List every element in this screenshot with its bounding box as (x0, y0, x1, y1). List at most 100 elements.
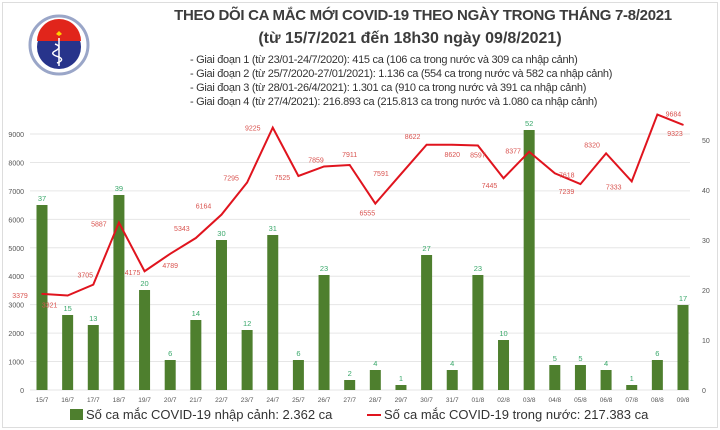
x-tick-label: 31/7 (446, 397, 459, 404)
line-point (656, 113, 659, 116)
line-value-label: 6164 (196, 204, 212, 211)
x-tick-label: 04/8 (548, 397, 561, 404)
left-tick-label: 7000 (8, 189, 24, 196)
bar-value-label: 31 (269, 224, 277, 233)
bar (62, 315, 74, 390)
bar-value-label: 14 (192, 309, 200, 318)
line-value-label: 8597 (470, 152, 486, 159)
line-value-label: 7859 (308, 157, 324, 164)
line-value-label: 8377 (505, 149, 521, 156)
bar-value-label: 23 (474, 264, 482, 273)
bar-value-label: 1 (630, 374, 634, 383)
bar-value-label: 39 (115, 184, 123, 193)
x-tick-label: 08/8 (651, 397, 664, 404)
bar (549, 365, 561, 390)
bar (395, 385, 407, 390)
bar (626, 385, 638, 390)
right-tick-label: 10 (702, 338, 710, 345)
line-value-label: 8622 (405, 134, 421, 141)
bar (600, 370, 612, 390)
bar (113, 195, 125, 390)
bar (523, 130, 535, 390)
line-point (169, 252, 171, 255)
bar-value-label: 4 (604, 359, 608, 368)
legend-label-domestic: Số ca mắc COVID-19 trong nước: 217.383 c… (384, 407, 649, 422)
line-point (66, 294, 69, 297)
left-tick-label: 3000 (8, 303, 24, 310)
bar-value-label: 20 (140, 279, 148, 288)
left-tick-label: 4000 (8, 274, 24, 281)
bar (190, 320, 202, 390)
line-point (143, 270, 146, 273)
line-point (630, 180, 633, 183)
bar (651, 360, 663, 390)
line-point (425, 143, 428, 146)
line-point (451, 144, 454, 146)
right-tick-label: 40 (702, 188, 710, 195)
bar (241, 330, 253, 390)
bar-value-label: 52 (525, 119, 533, 128)
line-value-label: 9323 (667, 131, 683, 138)
bar-value-label: 10 (499, 329, 507, 338)
x-tick-label: 23/7 (241, 397, 254, 404)
bar (677, 305, 689, 390)
right-tick-label: 20 (702, 288, 710, 295)
bar (318, 275, 330, 390)
x-tick-label: 25/7 (292, 397, 305, 404)
line-value-label: 7618 (559, 172, 575, 179)
bar-value-label: 17 (679, 294, 687, 303)
x-tick-label: 21/7 (190, 397, 203, 404)
x-tick-label: 03/8 (523, 397, 536, 404)
line-point (246, 181, 248, 184)
bar-value-label: 27 (422, 244, 430, 253)
line-point (271, 126, 274, 129)
line-value-label: 7591 (373, 171, 389, 178)
bar (498, 340, 510, 390)
x-tick-label: 16/7 (61, 397, 74, 404)
bar-value-label: 12 (243, 319, 251, 328)
line-point (554, 172, 556, 175)
line-point (348, 164, 351, 166)
legend-label-imported: Số ca mắc COVID-19 nhập cảnh: 2.362 ca (86, 407, 333, 422)
left-tick-label: 6000 (8, 217, 24, 224)
domestic-cases-line (41, 113, 684, 297)
left-tick-label: 2000 (8, 331, 24, 338)
right-tick-label: 0 (702, 388, 706, 395)
line-value-label: 4789 (162, 263, 178, 270)
line-value-label: 9225 (245, 126, 261, 133)
bar-value-label: 13 (89, 314, 97, 323)
left-tick-label: 8000 (8, 160, 24, 167)
line-value-label: 8620 (444, 152, 460, 159)
legend-line-swatch (367, 413, 381, 416)
line-value-label: 7295 (223, 175, 239, 182)
line-point (374, 202, 377, 205)
bar-value-label: 15 (63, 304, 71, 313)
bar (472, 275, 484, 390)
bar (215, 240, 227, 390)
x-tick-label: 01/8 (472, 397, 485, 404)
bar-value-label: 23 (320, 264, 328, 273)
right-tick-label: 30 (702, 238, 710, 245)
bar (36, 205, 48, 390)
bar-value-label: 30 (217, 229, 225, 238)
legend-item-domestic: Số ca mắc COVID-19 trong nước: 217.383 c… (367, 407, 648, 422)
line-point (92, 283, 95, 286)
line-value-label: 7525 (275, 175, 291, 182)
phase-4-text: - Giai đoạn 4 (từ 27/4/2021): 216.893 ca… (190, 96, 598, 108)
bar (87, 325, 99, 390)
line-point (502, 177, 505, 180)
bar-value-label: 4 (450, 359, 454, 368)
line-value-label: 3321 (42, 303, 58, 310)
line-point (605, 152, 607, 155)
bar-value-label: 5 (553, 354, 557, 363)
bar (164, 360, 176, 390)
x-tick-label: 17/7 (87, 397, 100, 404)
chart-subtitle: (từ 15/7/2021 đến 18h30 ngày 09/8/2021) (258, 30, 562, 47)
bar-value-label: 6 (168, 349, 172, 358)
bar-value-label: 2 (348, 369, 352, 378)
line-point (323, 165, 325, 168)
moh-logo (28, 14, 90, 76)
bar (574, 365, 586, 390)
line-value-label: 9684 (666, 112, 682, 119)
